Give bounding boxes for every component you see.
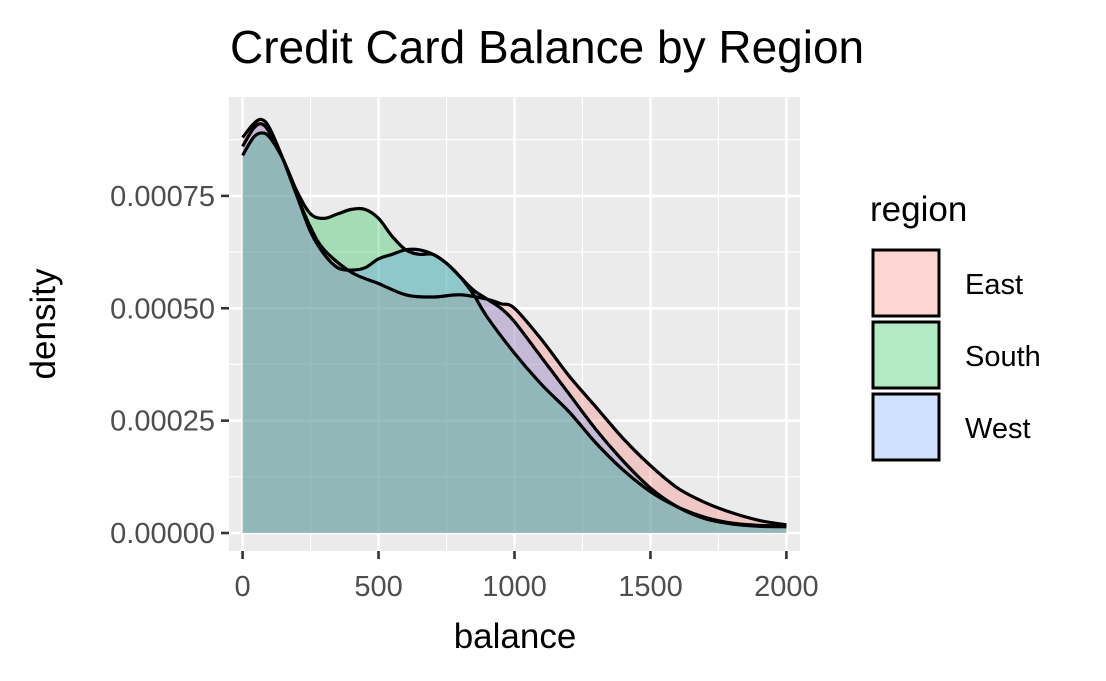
x-tick-label: 2000 — [754, 571, 819, 603]
y-tick-label: 0.00050 — [110, 293, 215, 325]
x-axis-title: balance — [454, 617, 577, 656]
legend-key-bg — [873, 322, 939, 388]
density-area-east — [242, 119, 787, 534]
legend-label-east: East — [965, 269, 1023, 301]
legend-items: East South West — [871, 248, 1041, 462]
legend-label-south: South — [965, 341, 1041, 373]
x-tick-label: 0 — [235, 571, 251, 603]
y-tick-label: 0.00025 — [110, 406, 215, 438]
legend-label-west: West — [965, 413, 1031, 445]
legend-key-west — [871, 392, 941, 462]
x-tick-label: 1500 — [618, 571, 683, 603]
density-areas — [242, 119, 787, 534]
legend-key-bg — [873, 250, 939, 316]
density-line-west — [241, 122, 787, 529]
y-axis-title: density — [24, 268, 63, 379]
density-area-west — [242, 123, 787, 534]
y-tick-label: 0.00000 — [110, 518, 215, 550]
x-tick-label: 1000 — [482, 571, 547, 603]
y-tick-label: 0.00075 — [110, 181, 215, 213]
density-lines — [241, 117, 787, 529]
legend: region East South West — [870, 190, 1041, 462]
legend-title: region — [870, 190, 967, 229]
x-tick-label: 500 — [354, 571, 402, 603]
legend-key-south — [871, 320, 941, 390]
x-axis: 0 500 1000 1500 2000 — [235, 551, 819, 603]
legend-key-bg — [873, 394, 939, 460]
legend-key-east — [871, 248, 941, 318]
chart-title: Credit Card Balance by Region — [230, 21, 864, 73]
y-axis: 0.00000 0.00025 0.00050 0.00075 — [110, 181, 229, 550]
density-area-south — [242, 132, 787, 534]
